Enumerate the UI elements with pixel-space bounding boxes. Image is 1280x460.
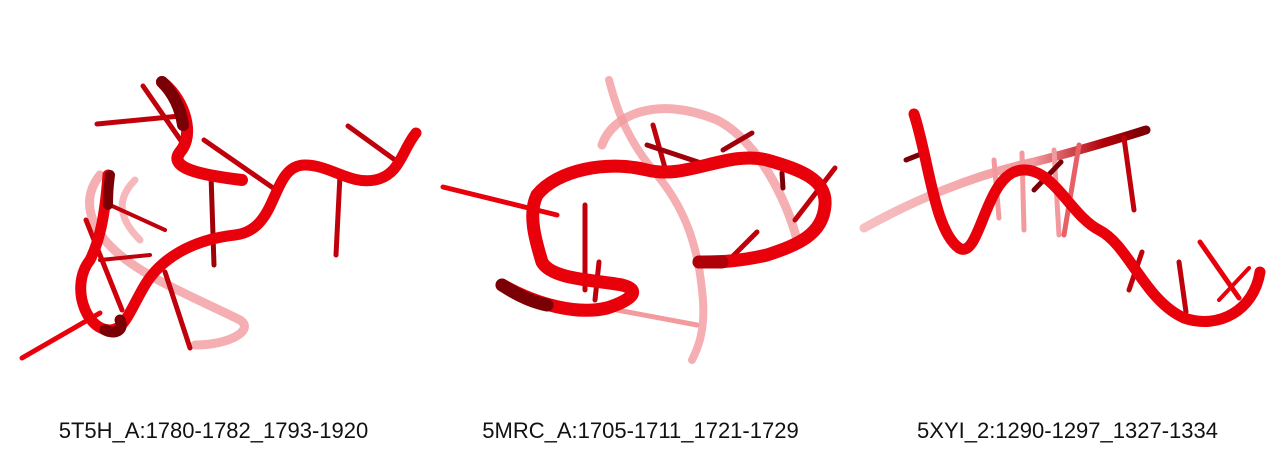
panel-3-caption: 5XYI_2:1290-1297_1327-1334 bbox=[917, 418, 1218, 443]
panel-3: 5XYI_2:1290-1297_1327-1334 bbox=[854, 0, 1280, 460]
panel-2-caption: 5MRC_A:1705-1711_1721-1729 bbox=[482, 418, 799, 443]
panel-1-caption: 5T5H_A:1780-1782_1793-1920 bbox=[58, 418, 369, 443]
rna-structure-1 bbox=[19, 76, 422, 361]
rna-structure-2 bbox=[440, 76, 838, 364]
panel-2: 5MRC_A:1705-1711_1721-1729 bbox=[427, 0, 854, 460]
rna-structure-3 bbox=[859, 108, 1266, 327]
panel-1: 5T5H_A:1780-1782_1793-1920 bbox=[0, 0, 427, 460]
